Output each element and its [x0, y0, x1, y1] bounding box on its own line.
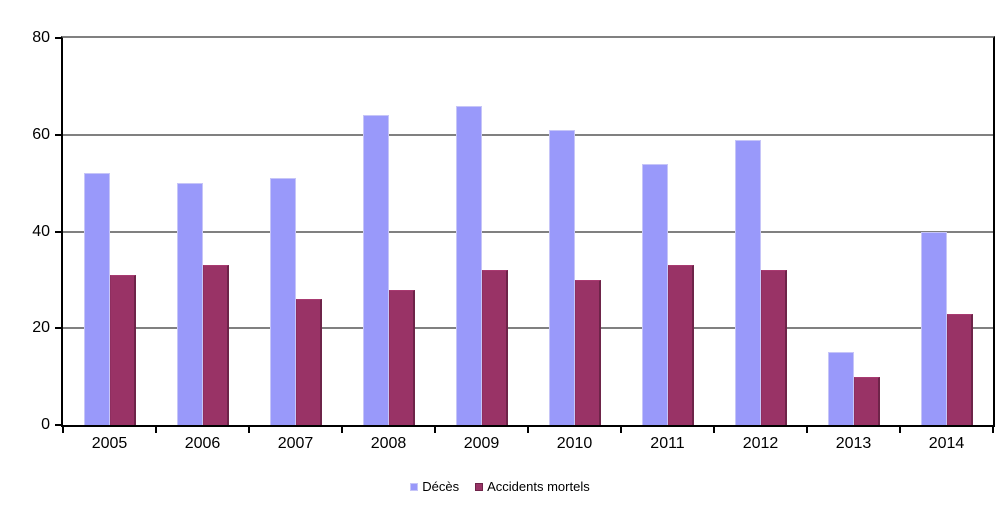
x-axis-tick-label-2005: 2005 [91, 435, 128, 452]
bar-deces-2006 [176, 183, 203, 425]
bar-accidents-mortels-2009 [481, 270, 508, 425]
x-axis-tick-5 [527, 427, 529, 433]
bar-deces-2013 [827, 352, 854, 425]
bar-deces-2005 [83, 173, 110, 425]
x-axis-tick-0 [62, 427, 64, 433]
bar-accidents-mortels-2014 [946, 313, 973, 425]
x-axis-tick-4 [434, 427, 436, 433]
x-axis-tick-label-2008: 2008 [370, 435, 407, 452]
bar-accidents-mortels-2012 [760, 270, 787, 425]
y-axis-tick-40 [55, 230, 61, 233]
bar-deces-2007 [269, 178, 296, 425]
category-group-2007 [249, 38, 342, 425]
bar-deces-2014 [920, 231, 947, 425]
bar-deces-2009 [455, 105, 482, 425]
legend-item-accidents-mortels: Accidents mortels [475, 479, 590, 495]
x-axis-tick-label-2013: 2013 [835, 435, 872, 452]
x-axis-tick-label-2009: 2009 [463, 435, 500, 452]
bar-accidents-mortels-2010 [574, 279, 601, 425]
bar-deces-2010 [548, 129, 575, 425]
legend-item-deces: Décès [410, 479, 459, 495]
x-axis-tick-label-2012: 2012 [742, 435, 779, 452]
bar-accidents-mortels-2011 [667, 265, 694, 425]
category-group-2011 [621, 38, 714, 425]
x-axis-tick-label-2011: 2011 [650, 435, 685, 452]
gridline-20 [63, 327, 993, 329]
y-axis-tick-label-80: 80 [32, 29, 50, 46]
bar-accidents-mortels-2007 [295, 299, 322, 425]
y-axis-tick-label-60: 60 [32, 125, 50, 143]
category-group-2009 [435, 38, 528, 425]
bar-accidents-mortels-2013 [853, 376, 880, 425]
x-axis-tick-label-2007: 2007 [277, 435, 314, 452]
y-axis-tick-0 [55, 424, 61, 426]
category-group-2010 [528, 38, 621, 425]
x-axis-labels: 2005 2006 2007 2008 2009 2010 2011 2012 2013 2014 [63, 434, 993, 454]
x-axis-tick-2 [248, 427, 250, 433]
bar-deces-2011 [641, 163, 668, 425]
legend: Décès Accidents mortels [0, 479, 1000, 495]
category-group-2006 [156, 38, 249, 425]
gridline-60 [63, 134, 993, 136]
x-axis-tick-10 [992, 427, 994, 433]
y-axis-tick-80 [55, 37, 61, 39]
y-axis-tick-label-40: 40 [32, 222, 50, 240]
x-axis-tick-3 [341, 427, 343, 433]
x-axis-tick-7 [713, 427, 715, 433]
legend-swatch-accidents-mortels [475, 482, 484, 491]
plot-area [55, 36, 995, 433]
y-axis-tick-label-20: 20 [32, 319, 50, 337]
category-group-2012 [714, 38, 807, 425]
legend-label-deces: Décès [422, 479, 460, 494]
bar-accidents-mortels-2008 [388, 289, 415, 425]
y-axis-labels: 0 20 40 60 80 [0, 30, 50, 433]
x-axis-tick-label-2006: 2006 [184, 435, 221, 452]
category-group-2008 [342, 38, 435, 425]
category-group-2005 [63, 38, 156, 425]
x-axis-tick-label-2014: 2014 [928, 435, 965, 452]
x-axis-tick-8 [806, 427, 808, 433]
bars-row [63, 38, 993, 425]
x-axis-tick-6 [620, 427, 622, 433]
y-axis-tick-60 [55, 133, 61, 136]
bar-deces-2008 [362, 115, 389, 425]
bar-accidents-mortels-2006 [202, 265, 229, 425]
legend-swatch-deces [410, 482, 419, 491]
category-group-2013 [807, 38, 900, 425]
x-axis-tick-label-2010: 2010 [556, 435, 593, 452]
bar-accidents-mortels-2005 [109, 275, 136, 425]
y-axis-tick-20 [55, 327, 61, 330]
y-axis-tick-label-0: 0 [41, 416, 50, 433]
category-group-2014 [900, 38, 993, 425]
gridline-40 [63, 231, 993, 232]
x-axis-tick-1 [155, 427, 157, 433]
bar-deces-2012 [734, 139, 761, 425]
legend-label-accidents-mortels: Accidents mortels [487, 479, 590, 494]
x-axis-tick-9 [899, 427, 901, 433]
